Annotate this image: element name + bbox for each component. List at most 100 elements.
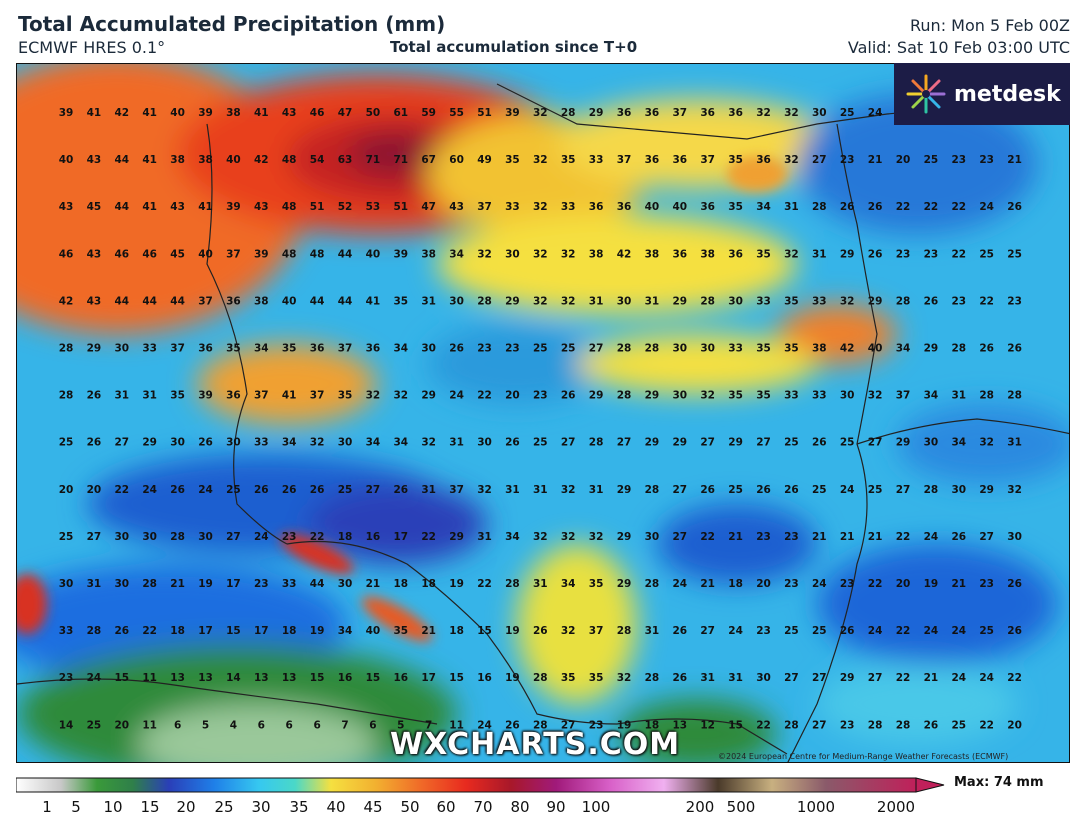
grid-value: 23 — [505, 343, 520, 355]
grid-value: 26 — [951, 531, 966, 543]
valid-label: Valid: Sat 10 Feb 03:00 UTC — [847, 38, 1070, 57]
grid-value: 36 — [700, 107, 715, 119]
grid-value: 26 — [505, 437, 520, 449]
grid-value: 24 — [812, 578, 827, 590]
grid-value: 44 — [338, 248, 353, 260]
grid-value: 13 — [254, 672, 269, 684]
grid-value: 21 — [366, 578, 381, 590]
grid-value: 22 — [896, 531, 911, 543]
grid-value: 32 — [561, 248, 576, 260]
grid-value: 21 — [868, 154, 883, 166]
metdesk-logo: metdesk — [894, 63, 1070, 125]
grid-value: 29 — [840, 672, 855, 684]
grid-value: 48 — [282, 248, 297, 260]
grid-value: 34 — [366, 437, 381, 449]
grid-value: 28 — [645, 484, 660, 496]
grid-value: 28 — [896, 719, 911, 731]
grid-value: 23 — [59, 672, 74, 684]
grid-value: 37 — [338, 343, 353, 355]
grid-value: 24 — [142, 484, 157, 496]
grid-value: 27 — [812, 154, 827, 166]
grid-value: 26 — [868, 201, 883, 213]
colorbar-tick-label: 45 — [363, 798, 383, 816]
grid-value: 32 — [561, 295, 576, 307]
grid-value: 26 — [812, 437, 827, 449]
grid-value: 35 — [728, 390, 743, 402]
grid-value: 32 — [561, 531, 576, 543]
precipitation-map[interactable]: 39 41 42 41 40 39 38 41 43 46 47 50 61 59 55 51 39 32 28 29… — [16, 63, 1070, 763]
grid-value: 23 — [784, 578, 799, 590]
grid-value: 7 — [425, 719, 432, 731]
grid-value: 28 — [59, 343, 74, 355]
grid-value: 27 — [589, 343, 604, 355]
grid-value: 53 — [366, 201, 381, 213]
grid-value: 41 — [282, 390, 297, 402]
grid-value: 20 — [896, 578, 911, 590]
grid-value: 24 — [951, 672, 966, 684]
grid-value: 46 — [59, 248, 74, 260]
colorbar-tick-label: 80 — [510, 798, 530, 816]
grid-value: 24 — [477, 719, 492, 731]
grid-value: 35 — [756, 343, 771, 355]
grid-value: 38 — [170, 154, 185, 166]
grid-value: 36 — [366, 343, 381, 355]
grid-value: 41 — [142, 107, 157, 119]
grid-value: 22 — [1007, 672, 1022, 684]
grid-value: 38 — [198, 154, 213, 166]
grid-value: 15 — [449, 672, 464, 684]
grid-value: 30 — [421, 343, 436, 355]
chart-title: Total Accumulated Precipitation (mm) — [18, 12, 446, 36]
grid-value: 14 — [226, 672, 241, 684]
grid-value: 41 — [254, 107, 269, 119]
grid-value: 24 — [924, 531, 939, 543]
grid-value: 19 — [449, 578, 464, 590]
grid-value: 18 — [170, 625, 185, 637]
colorbar-tick-label: 30 — [251, 798, 271, 816]
grid-value: 29 — [589, 390, 604, 402]
grid-value: 30 — [672, 390, 687, 402]
grid-value: 31 — [589, 295, 604, 307]
grid-value: 27 — [366, 484, 381, 496]
grid-value: 39 — [393, 248, 408, 260]
grid-value: 19 — [924, 578, 939, 590]
grid-value: 48 — [310, 248, 325, 260]
grid-value: 29 — [449, 531, 464, 543]
grid-value: 40 — [868, 343, 883, 355]
grid-value: 22 — [979, 719, 994, 731]
grid-value: 23 — [896, 248, 911, 260]
grid-value: 39 — [198, 107, 213, 119]
grid-value: 25 — [1007, 248, 1022, 260]
grid-value: 31 — [87, 578, 102, 590]
grid-value: 37 — [700, 154, 715, 166]
grid-value: 26 — [672, 625, 687, 637]
grid-value: 6 — [174, 719, 181, 731]
grid-value: 32 — [589, 531, 604, 543]
grid-value: 23 — [477, 343, 492, 355]
grid-value: 17 — [421, 672, 436, 684]
grid-value: 31 — [114, 390, 129, 402]
colorbar-tick-label: 25 — [214, 798, 234, 816]
grid-value: 27 — [812, 719, 827, 731]
grid-value: 21 — [170, 578, 185, 590]
grid-value: 16 — [393, 672, 408, 684]
grid-value: 42 — [840, 343, 855, 355]
grid-value: 24 — [951, 625, 966, 637]
grid-value: 36 — [198, 343, 213, 355]
grid-value: 26 — [505, 719, 520, 731]
grid-value: 44 — [310, 578, 325, 590]
colorbar-tick-label: 60 — [436, 798, 456, 816]
grid-value: 29 — [617, 484, 632, 496]
grid-value: 32 — [840, 295, 855, 307]
grid-value: 26 — [979, 343, 994, 355]
grid-value: 28 — [533, 719, 548, 731]
grid-value: 25 — [533, 343, 548, 355]
accumulation-note: Total accumulation since T+0 — [390, 38, 638, 56]
grid-value: 39 — [59, 107, 74, 119]
grid-value: 43 — [87, 154, 102, 166]
grid-value: 21 — [924, 672, 939, 684]
grid-value: 33 — [812, 295, 827, 307]
grid-value: 17 — [393, 531, 408, 543]
grid-value: 29 — [645, 390, 660, 402]
grid-value: 28 — [812, 201, 827, 213]
grid-value: 31 — [700, 672, 715, 684]
